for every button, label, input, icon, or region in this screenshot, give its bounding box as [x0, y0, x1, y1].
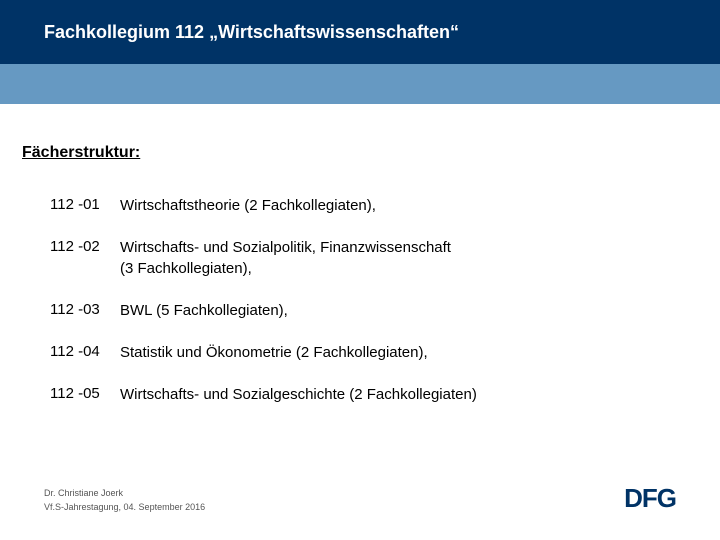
- item-code: 112 -02: [50, 238, 120, 255]
- list-item: 112 -05 Wirtschafts- und Sozialgeschicht…: [50, 385, 698, 405]
- item-desc: Wirtschaftstheorie (2 Fachkollegiaten),: [120, 196, 376, 216]
- title-bar: Fachkollegium 112 „Wirtschaftswissenscha…: [0, 0, 720, 64]
- item-desc: BWL (5 Fachkollegiaten),: [120, 301, 288, 321]
- item-desc: Statistik und Ökonometrie (2 Fachkollegi…: [120, 343, 428, 363]
- list-item: 112 -04 Statistik und Ökonometrie (2 Fac…: [50, 343, 698, 363]
- item-desc: Wirtschafts- und Sozialgeschichte (2 Fac…: [120, 385, 477, 405]
- item-code: 112 -04: [50, 343, 120, 360]
- content-area: Fächerstruktur: 112 -01 Wirtschaftstheor…: [0, 104, 720, 406]
- section-title: Fächerstruktur:: [22, 144, 698, 162]
- list-item: 112 -03 BWL (5 Fachkollegiaten),: [50, 301, 698, 321]
- footer-author: Dr. Christiane Joerk: [44, 487, 205, 501]
- item-code: 112 -01: [50, 196, 120, 213]
- dfg-logo: DFG: [624, 483, 676, 514]
- list-item: 112 -01 Wirtschaftstheorie (2 Fachkolleg…: [50, 196, 698, 216]
- slide: Fachkollegium 112 „Wirtschaftswissenscha…: [0, 0, 720, 540]
- item-code: 112 -05: [50, 385, 120, 402]
- footer-event: Vf.S-Jahrestagung, 04. September 2016: [44, 501, 205, 515]
- footer-text: Dr. Christiane Joerk Vf.S-Jahrestagung, …: [44, 487, 205, 514]
- accent-bar: [0, 64, 720, 104]
- item-list: 112 -01 Wirtschaftstheorie (2 Fachkolleg…: [22, 196, 698, 406]
- item-code: 112 -03: [50, 301, 120, 318]
- footer: Dr. Christiane Joerk Vf.S-Jahrestagung, …: [44, 483, 676, 514]
- list-item: 112 -02 Wirtschafts- und Sozialpolitik, …: [50, 238, 698, 279]
- slide-title: Fachkollegium 112 „Wirtschaftswissenscha…: [44, 22, 459, 43]
- item-desc: Wirtschafts- und Sozialpolitik, Finanzwi…: [120, 238, 451, 279]
